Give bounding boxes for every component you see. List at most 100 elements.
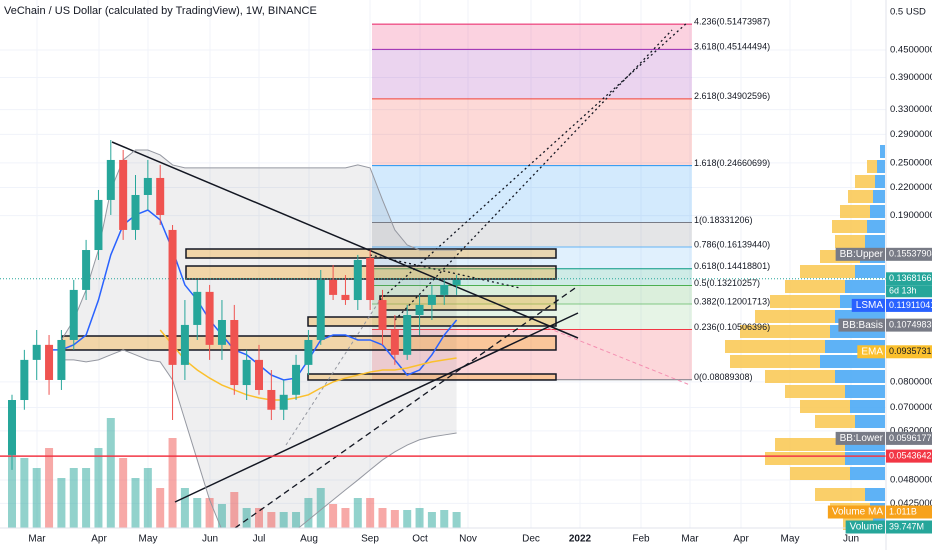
volume-bar — [329, 504, 338, 528]
tag-value: 0.05961773 — [889, 433, 932, 443]
indicator-line — [61, 349, 457, 528]
profile-up — [875, 175, 885, 188]
candle-body — [353, 259, 362, 301]
projection — [379, 21, 689, 301]
tag-value: 0.05436429 — [889, 451, 932, 461]
tag-value-box — [886, 247, 932, 261]
y-tick-label: 0.04250000 — [890, 498, 932, 509]
candle-body — [329, 279, 338, 295]
candle-body — [45, 344, 54, 380]
y-tick-label: 0.45000000 — [890, 45, 932, 56]
profile-up — [835, 370, 885, 383]
volume-bar — [242, 508, 251, 528]
fib-label: 0.236(0.10506396) — [694, 322, 770, 332]
volume-bar — [341, 508, 350, 528]
band-fill — [61, 150, 457, 528]
candle-body — [366, 257, 375, 301]
candle-body — [106, 159, 115, 200]
candle-body — [378, 300, 387, 331]
volume-pane — [8, 408, 461, 528]
profile-down — [785, 385, 845, 398]
volume-bar — [279, 512, 288, 528]
candle-body — [143, 177, 152, 195]
indicator-line — [159, 329, 457, 401]
tag-name-box — [827, 505, 885, 519]
x-tick-label: Aug — [300, 534, 318, 545]
tag-name-box — [845, 520, 885, 534]
profile-down — [775, 438, 845, 451]
profile-up — [880, 145, 885, 158]
fib-label: 0.382(0.12001713) — [694, 296, 770, 306]
tag-value-box — [886, 298, 932, 312]
currency-label: 0.5 USD — [890, 7, 926, 18]
tag-value-box — [886, 520, 932, 534]
tag-name-box — [857, 345, 885, 359]
tag-value-box — [886, 345, 932, 359]
profile-down — [855, 175, 875, 188]
volume-bar — [217, 504, 226, 528]
tag-name: EMA — [861, 346, 883, 357]
x-tick-label: Apr — [91, 534, 107, 545]
projection — [547, 327, 691, 386]
candles — [8, 139, 461, 470]
countdown: 6d 13h — [889, 286, 917, 296]
trend-line — [174, 312, 579, 503]
tag-name: BB:Basis — [842, 320, 883, 331]
profile-down — [725, 340, 825, 353]
x-tick-label: Jun — [202, 534, 218, 545]
fib-zone — [372, 285, 692, 304]
y-tick-label: 0.22000000 — [890, 182, 932, 193]
tag-value-box — [886, 318, 932, 332]
fib-label: 1.618(0.24660699) — [694, 158, 770, 168]
volume-bar — [353, 498, 362, 528]
x-tick-label: Dec — [522, 534, 540, 545]
profile-up — [850, 400, 885, 413]
profile-up — [873, 190, 885, 203]
volume-bar — [255, 508, 263, 528]
profile-down — [800, 400, 850, 413]
tag-value: 1.011B — [889, 506, 917, 516]
volume-bar — [403, 510, 412, 528]
candle-body — [217, 319, 226, 345]
volume-bar — [292, 512, 301, 528]
candle-body — [57, 339, 66, 380]
profile-down — [765, 452, 845, 465]
y-tick-label: 0.29000000 — [890, 129, 932, 140]
volume-bar — [57, 478, 66, 528]
tag-value-box — [886, 431, 932, 445]
tag-value-box — [886, 449, 932, 463]
tag-name: BB:Upper — [840, 249, 884, 260]
tag-name-box — [835, 247, 885, 261]
volume-bar — [131, 478, 140, 528]
volume-bar — [193, 498, 202, 528]
y-tick-label: 0.08000000 — [890, 376, 932, 387]
profile-down — [770, 295, 840, 308]
tag-name-box — [851, 298, 885, 312]
candle-body — [403, 315, 412, 355]
fib-label: 1(0.18331206) — [694, 215, 753, 225]
fib-label: 4.236(0.51473987) — [694, 17, 770, 27]
fib-label: 0.5(0.13210257) — [694, 278, 760, 288]
tag-value: 0.11911041 — [889, 300, 932, 310]
volume-bar — [230, 492, 239, 528]
fib-retracement — [372, 23, 692, 381]
fib-label: 2.618(0.34902596) — [694, 91, 770, 101]
candle-body — [341, 294, 350, 301]
x-tick-label: Oct — [412, 534, 428, 545]
fib-label: 0.618(0.14418801) — [694, 261, 770, 271]
chart-title: VeChain / US Dollar (calculated by Tradi… — [4, 5, 317, 17]
tag-name: BB:Lower — [840, 433, 884, 444]
profile-down — [867, 160, 877, 173]
volume-bar — [366, 498, 375, 528]
volume-bar — [143, 468, 152, 528]
fib-zone — [372, 24, 692, 50]
profile-down — [785, 280, 845, 293]
x-tick-label: Nov — [459, 534, 477, 545]
profile-down — [832, 220, 867, 233]
profile-up — [845, 280, 885, 293]
y-tick-label: 0.07000000 — [890, 402, 932, 413]
candle-body — [82, 250, 91, 290]
profile-down — [740, 325, 830, 338]
price-tags: LSMA 0.11911041 EMA 0.09357318 BB:Upper 0.155… — [827, 247, 932, 534]
